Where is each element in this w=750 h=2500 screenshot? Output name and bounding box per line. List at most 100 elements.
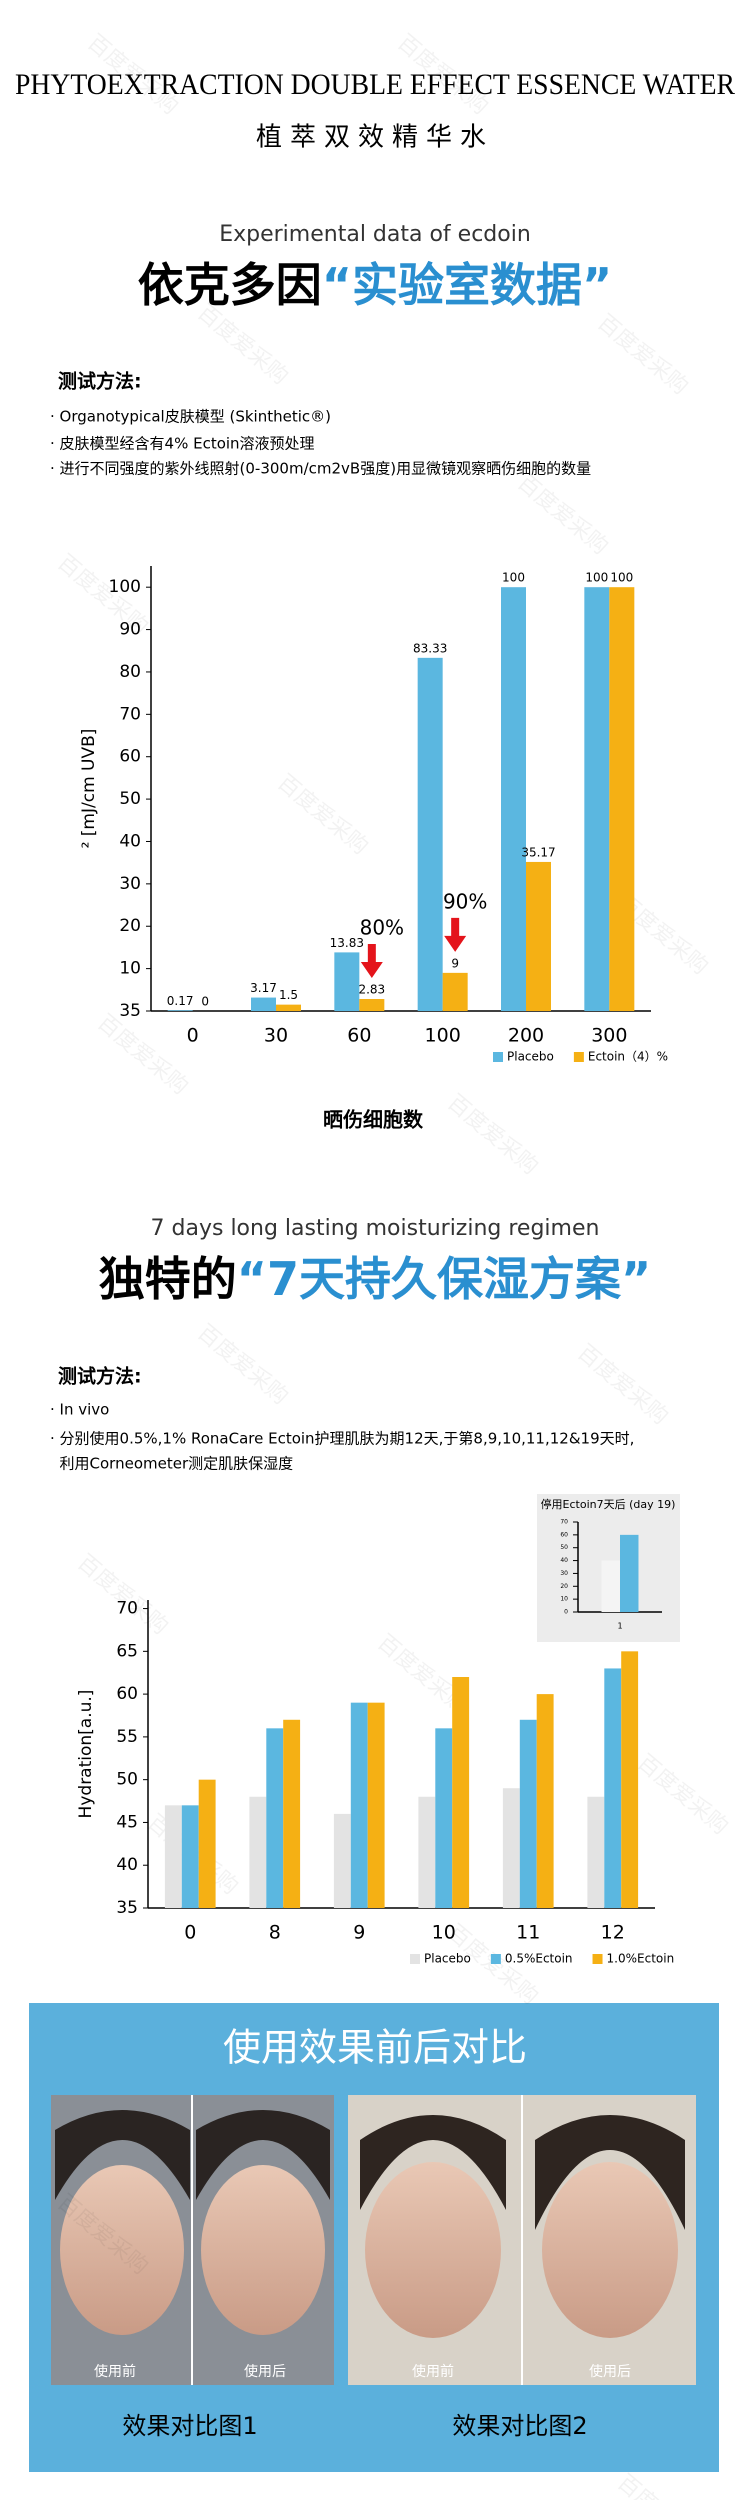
y-tick-label: 40 [116, 1855, 138, 1875]
data-label: 1.5 [279, 988, 298, 1002]
y-tick-label: 65 [116, 1641, 138, 1661]
y-tick-label: 40 [560, 1557, 568, 1564]
kicker: 7 days long lasting moisturizing regimen [151, 1216, 600, 1241]
watermark: 百度爱采购 [592, 310, 692, 400]
heading-quote: “7天持久保湿方案” [237, 1252, 651, 1306]
y-tick-label: 10 [119, 959, 141, 979]
x-tick-label: 200 [508, 1025, 544, 1047]
bar [283, 1719, 301, 1908]
y-tick-label: 80 [119, 662, 141, 682]
y-tick-label: 40 [119, 831, 141, 851]
legend-swatch [493, 1052, 503, 1062]
bar [604, 1668, 622, 1908]
legend-label: 1.0%Ectoin [607, 1952, 675, 1966]
y-tick-label: 50 [119, 789, 141, 809]
photo-caption: 效果对比图1 [122, 2412, 257, 2440]
x-tick-label: 11 [516, 1922, 540, 1944]
annotation: 90% [443, 889, 487, 913]
bar [502, 1788, 520, 1908]
bar [164, 1805, 182, 1908]
legend-swatch [573, 1052, 584, 1062]
y-tick-label: 60 [560, 1531, 568, 1538]
x-tick-label: 1 [617, 1622, 622, 1631]
x-tick-label: 300 [591, 1025, 627, 1047]
heading-quote: “实验室数据” [322, 258, 612, 312]
after-label: 使用后 [244, 2363, 286, 2380]
y-tick-label: 55 [116, 1727, 138, 1747]
x-tick-label: 0 [187, 1025, 199, 1047]
x-tick-label: 100 [425, 1025, 461, 1047]
data-label: 9 [451, 956, 459, 970]
legend-swatch [592, 1954, 603, 1964]
kicker: Experimental data of ecdoin [219, 222, 531, 247]
data-label: 3.17 [250, 981, 277, 995]
bullet: · 分别使用0.5%,1% RonaCare Ectoin护理肌肤为期12天,于… [50, 1430, 634, 1448]
y-tick-label: 60 [116, 1684, 138, 1704]
bar [601, 1560, 620, 1612]
method-title: 测试方法: [58, 370, 142, 393]
y-tick-label: 20 [119, 916, 141, 936]
data-label: 100 [502, 571, 525, 585]
heading-plain: 依克多因 [138, 258, 322, 312]
watermark: 百度爱采购 [572, 1340, 672, 1430]
y-tick-label: 90 [119, 620, 141, 640]
photo-caption: 效果对比图2 [452, 2412, 587, 2440]
bar [620, 1534, 639, 1612]
bar [526, 861, 551, 1011]
y-tick-label: 30 [119, 874, 141, 894]
data-label: 2.83 [358, 983, 385, 997]
data-label: 13.83 [330, 936, 364, 950]
watermark: 百度爱采购 [612, 2470, 712, 2500]
legend-label: Placebo [507, 1050, 554, 1064]
bar [435, 1728, 453, 1908]
title: PHYTOEXTRACTION DOUBLE EFFECT ESSENCE WA… [15, 68, 735, 101]
heading-plain: 独特的 [99, 1252, 237, 1306]
compare-title: 使用效果前后对比 [223, 2026, 527, 2070]
watermark: 百度爱采购 [92, 1010, 192, 1100]
photo: 使用前 使用后 [348, 2095, 696, 2385]
bar [621, 1651, 639, 1908]
bar [519, 1719, 537, 1908]
x-tick-label: 8 [269, 1922, 281, 1944]
bar [333, 1813, 351, 1908]
bar [442, 972, 468, 1011]
y-tick-label: 35 [119, 1001, 141, 1021]
bullet: · 进行不同强度的紫外线照射(0-300m/cm2vB强度)用显微镜观察晒伤细胞… [50, 460, 591, 478]
bullet: · 皮肤模型经含有4% Ectoin溶液预处理 [50, 435, 315, 453]
bullet: 利用Corneometer测定肌肤保湿度 [50, 1455, 293, 1473]
heading: 依克多因“实验室数据” [138, 258, 612, 312]
watermark: 百度爱采购 [512, 470, 612, 560]
y-axis-label: Hydration[a.u.] [76, 1690, 96, 1819]
data-label: 100 [585, 571, 608, 585]
x-tick-label: 0 [184, 1922, 196, 1944]
bar [418, 1796, 436, 1908]
annotation: 80% [360, 916, 404, 940]
annotation-arrow [360, 944, 383, 979]
data-label: 83.33 [413, 641, 447, 655]
y-tick-label: 0 [564, 1609, 568, 1616]
bar [350, 1702, 368, 1908]
x-axis-label: 晒伤细胞数 [323, 1108, 424, 1132]
before-label: 使用前 [412, 2363, 454, 2380]
bullet: · In vivo [50, 1401, 109, 1419]
x-tick-label: 9 [353, 1922, 365, 1944]
bar [251, 997, 276, 1011]
bar [501, 587, 526, 1011]
y-tick-label: 45 [116, 1812, 138, 1832]
inset-title: 停用Ectoin7天后 (day 19) [541, 1497, 676, 1511]
heading: 独特的“7天持久保湿方案” [99, 1252, 651, 1306]
method-title: 测试方法: [58, 1365, 142, 1388]
y-tick-label: 35 [116, 1898, 138, 1918]
before-label: 使用前 [94, 2363, 136, 2380]
y-tick-label: 70 [116, 1599, 138, 1619]
data-label: 35.17 [521, 845, 555, 859]
bar [536, 1694, 554, 1908]
y-tick-label: 60 [119, 747, 141, 767]
bar [249, 1796, 267, 1908]
annotation-arrow [444, 917, 467, 952]
y-tick-label: 20 [560, 1583, 568, 1590]
legend-label: 0.5%Ectoin [505, 1952, 573, 1966]
bar [276, 1004, 301, 1011]
